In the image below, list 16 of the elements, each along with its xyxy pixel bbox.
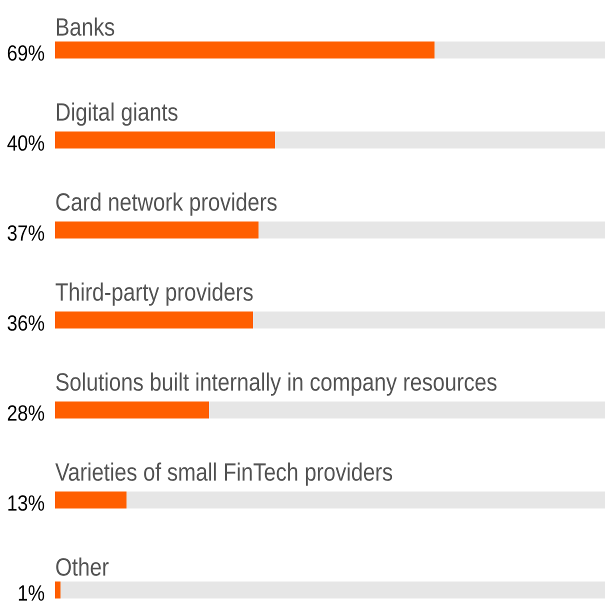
bar — [55, 582, 60, 599]
y-tick-label: Card network providers — [56, 192, 277, 216]
data-label: 1% — [18, 585, 44, 601]
y-tick-label: Varieties of small FinTech providers — [55, 462, 392, 486]
y-tick-label: Solutions built internally in company resources — [56, 372, 496, 396]
y-tick-label: Third-party providers — [56, 282, 253, 306]
data-label: 69% — [8, 45, 44, 61]
data-label: 13% — [8, 495, 44, 511]
y-tick-label: Banks — [56, 17, 114, 36]
bar — [55, 492, 126, 509]
y-tick-label: Other — [56, 557, 109, 576]
data-label: 36% — [8, 315, 44, 331]
data-label: 28% — [8, 405, 44, 421]
y-tick-label: Digital giants — [56, 102, 178, 126]
data-label: 37% — [8, 225, 44, 241]
data-label: 40% — [7, 135, 44, 151]
